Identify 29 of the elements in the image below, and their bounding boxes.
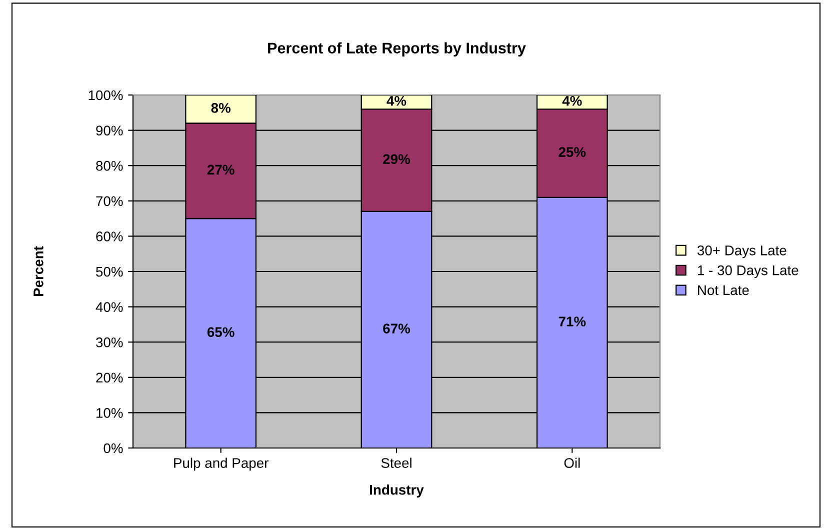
data-label: 4% [562,96,582,106]
y-tick-label: 10% [96,408,123,418]
data-label: 65% [207,327,234,338]
data-label: 8% [211,103,231,113]
y-tick-label: 70% [96,196,123,206]
y-tick-label: 80% [96,160,123,171]
y-axis-title: Percent [34,246,44,296]
y-tick-label: 60% [96,232,123,242]
y-tick-label: 50% [96,266,123,277]
chart-title: Percent of Late Reports by Industry [268,42,526,57]
data-label: 29% [383,154,410,164]
x-tick-label: Oil [564,458,580,468]
legend-label: 1 - 30 Days Late [698,265,798,278]
y-tick-label: 30% [96,337,123,348]
data-label: 27% [207,164,234,175]
x-tick-label: Steel [381,458,412,468]
y-tick-label: 100% [88,90,123,100]
legend-label: Not Late [698,285,749,296]
x-tick-label: Pulp and Paper [174,458,268,471]
data-label: 25% [558,147,586,157]
y-tick-label: 0% [104,443,123,454]
data-label: 67% [383,324,410,334]
legend-label: 30+ Days Late [697,246,786,258]
x-axis-title: Industry [370,484,424,498]
y-tick-label: 20% [96,372,123,383]
data-label: 4% [386,96,406,106]
data-label: 71% [558,316,586,326]
y-tick-label: 90% [96,126,123,136]
y-tick-label: 40% [96,302,123,312]
